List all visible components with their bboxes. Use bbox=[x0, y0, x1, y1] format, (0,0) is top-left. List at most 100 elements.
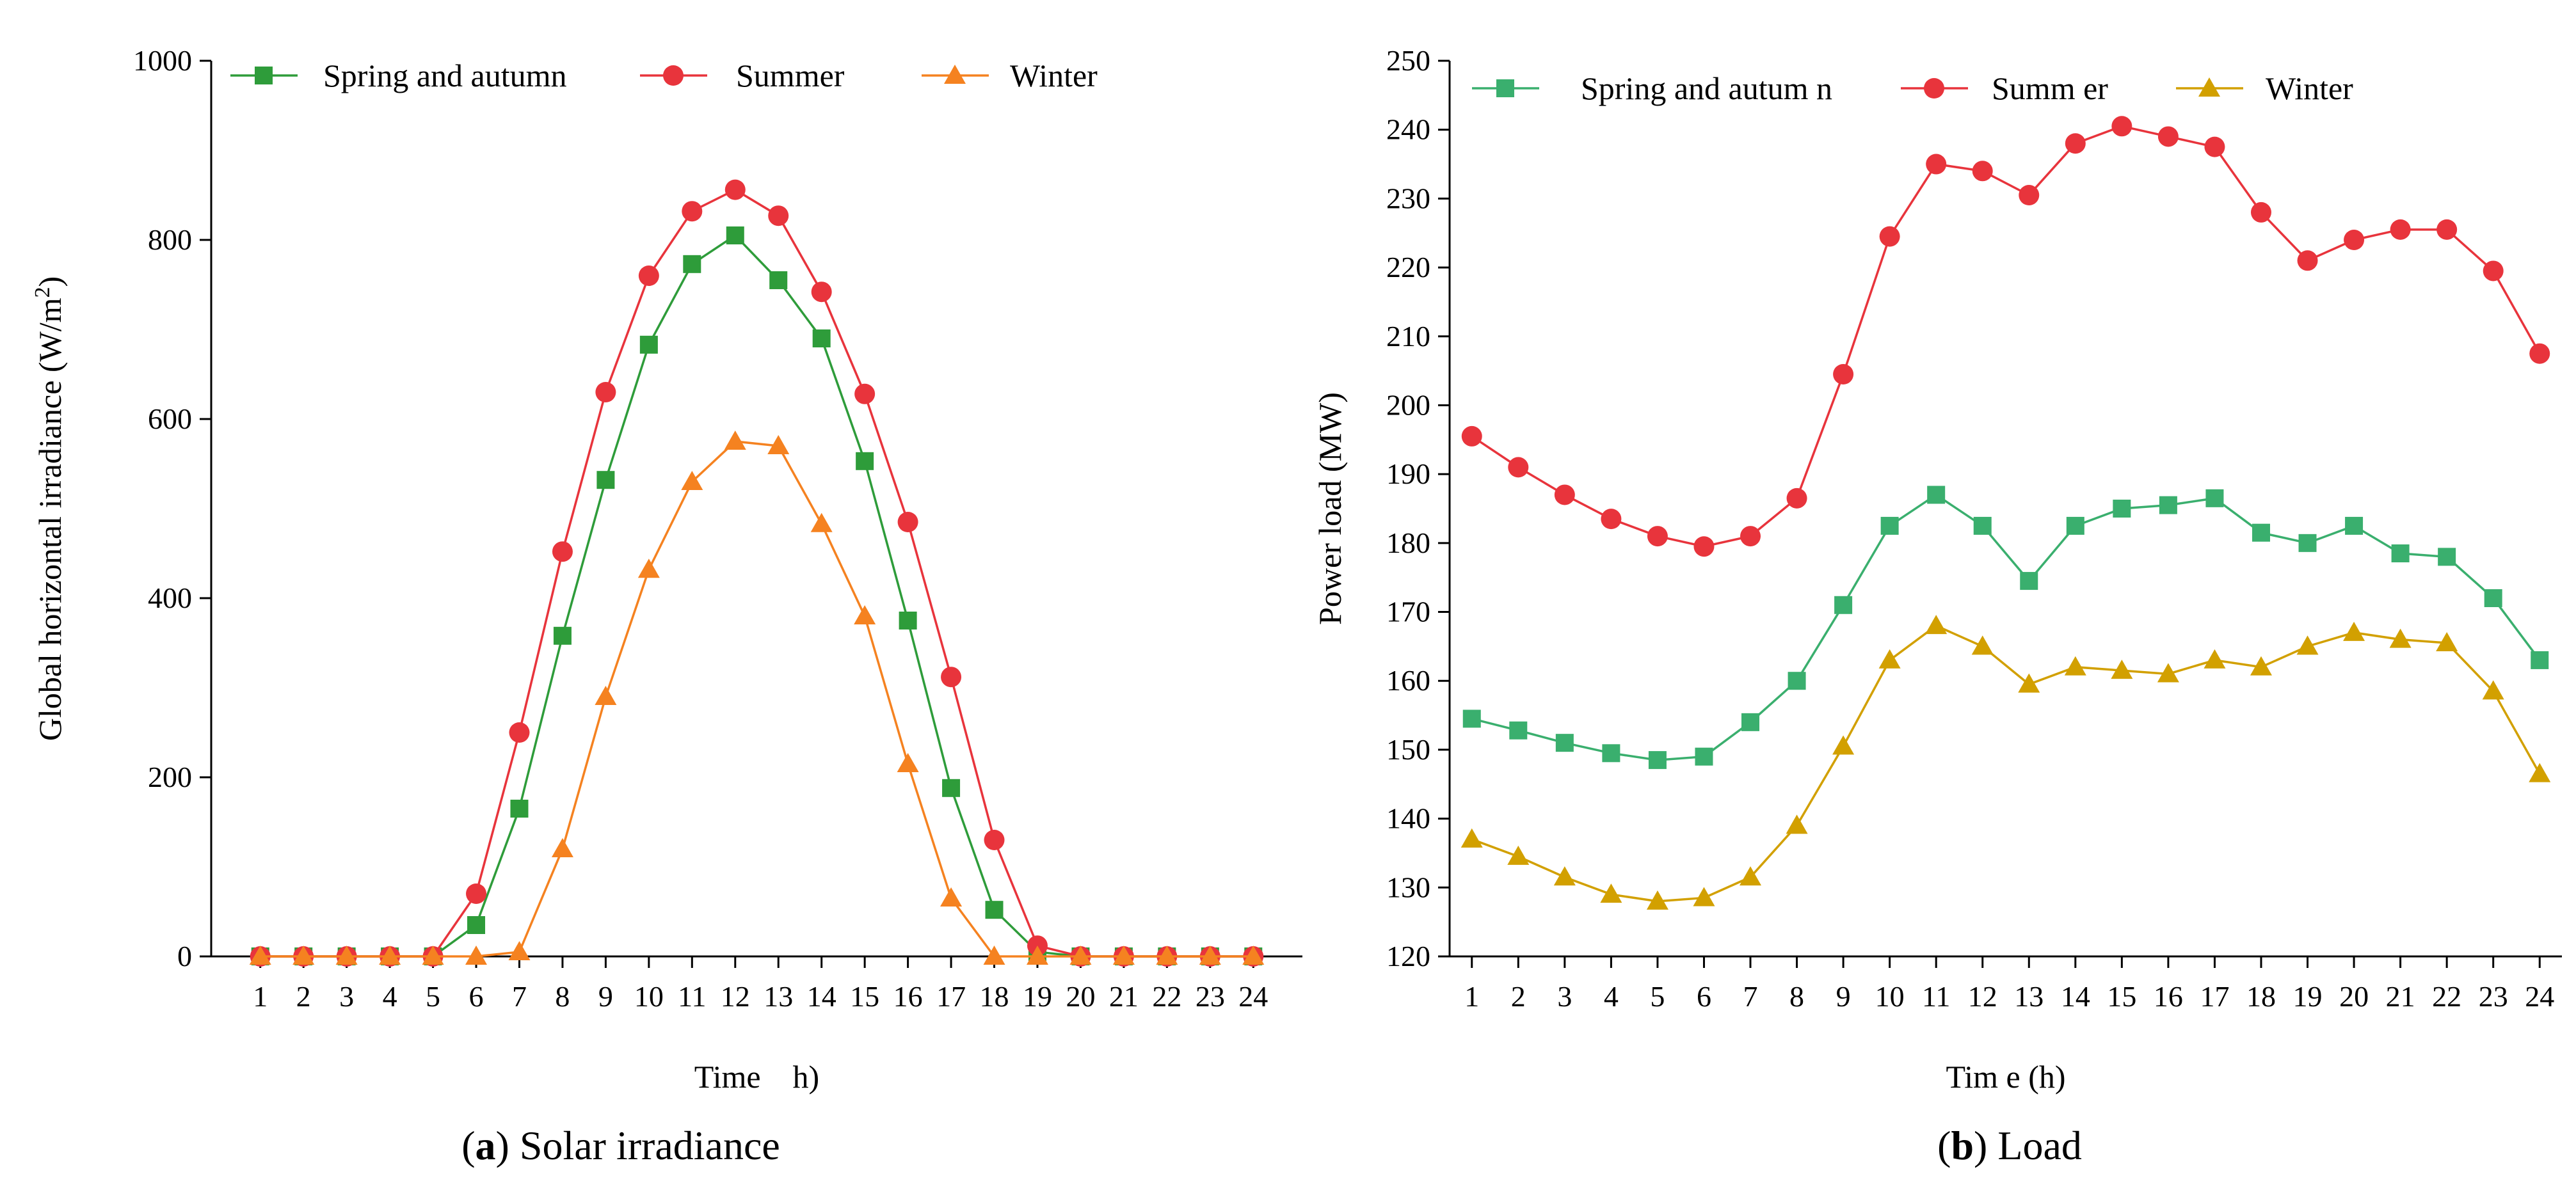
data-point bbox=[1554, 484, 1575, 505]
y-tick-label: 1000 bbox=[133, 44, 192, 77]
data-point bbox=[1740, 866, 1762, 886]
legend-entry: Winter bbox=[922, 58, 1098, 93]
data-point bbox=[1600, 883, 1622, 903]
data-point bbox=[467, 916, 486, 934]
data-point bbox=[1879, 226, 1900, 247]
y-tick-label: 250 bbox=[1386, 44, 1430, 77]
data-point bbox=[1832, 735, 1855, 755]
x-tick-label: 13 bbox=[2014, 980, 2044, 1013]
data-point bbox=[2390, 219, 2411, 240]
data-point bbox=[1646, 890, 1668, 910]
data-point bbox=[1460, 828, 1483, 848]
data-point bbox=[2113, 500, 2131, 518]
data-point bbox=[292, 946, 315, 965]
data-point bbox=[897, 753, 919, 772]
data-point bbox=[2436, 632, 2458, 651]
x-tick-label: 16 bbox=[2154, 980, 2183, 1013]
legend-label: Winter bbox=[1010, 58, 1098, 93]
data-point bbox=[726, 226, 744, 244]
data-point bbox=[2064, 656, 2086, 676]
y-tick-label: 140 bbox=[1386, 802, 1430, 835]
series-line bbox=[1471, 125, 2541, 548]
legend-label: Spring and autumn bbox=[323, 58, 567, 93]
legend-marker bbox=[1924, 78, 1944, 99]
x-tick-label: 16 bbox=[893, 980, 923, 1013]
x-tick-label: 19 bbox=[1023, 980, 1052, 1013]
data-point bbox=[510, 800, 529, 818]
data-point bbox=[812, 329, 831, 347]
data-point bbox=[596, 471, 615, 489]
caption-b-letter: b bbox=[1951, 1123, 1974, 1168]
data-point bbox=[769, 271, 788, 289]
data-point bbox=[2529, 343, 2550, 364]
data-point bbox=[897, 512, 918, 532]
data-point bbox=[2483, 260, 2504, 281]
y-tick-label: 190 bbox=[1386, 457, 1430, 490]
data-point bbox=[1786, 487, 1807, 509]
data-point bbox=[2159, 496, 2177, 514]
data-point bbox=[1069, 946, 1092, 965]
series-3 bbox=[249, 431, 1265, 965]
legend-entry: Spring and autum n bbox=[1472, 70, 1832, 106]
data-point bbox=[637, 558, 660, 578]
x-tick-label: 18 bbox=[980, 980, 1009, 1013]
x-tick-label: 1 bbox=[1464, 980, 1479, 1013]
caption-a-text: ) Solar irradiance bbox=[496, 1123, 780, 1168]
x-tick-label: 14 bbox=[2061, 980, 2090, 1013]
data-point bbox=[465, 946, 488, 965]
data-point bbox=[508, 941, 531, 960]
data-point bbox=[1602, 744, 1620, 763]
y-tick-label: 170 bbox=[1386, 596, 1430, 628]
x-tick-label: 15 bbox=[850, 980, 879, 1013]
data-point bbox=[639, 335, 658, 354]
x-tick-label: 7 bbox=[1743, 980, 1758, 1013]
x-tick-label: 21 bbox=[2386, 980, 2415, 1013]
data-point bbox=[2111, 660, 2133, 679]
legend-entry: Summ er bbox=[1901, 70, 2108, 106]
caption-a-letter: a bbox=[476, 1123, 496, 1168]
x-tick-label: 10 bbox=[634, 980, 664, 1013]
data-point bbox=[854, 605, 876, 624]
data-point bbox=[638, 265, 659, 286]
data-point bbox=[379, 946, 401, 965]
x-tick-label: 5 bbox=[1650, 980, 1665, 1013]
data-point bbox=[2250, 202, 2271, 223]
caption-b: (b) Load bbox=[1937, 1123, 2082, 1168]
data-point bbox=[1199, 946, 1221, 965]
data-point bbox=[2344, 230, 2365, 250]
x-tick-label: 21 bbox=[1109, 980, 1139, 1013]
legend-label: Summ er bbox=[1992, 70, 2108, 106]
x-tick-label: 23 bbox=[2479, 980, 2508, 1013]
legend-entry: Spring and autumn bbox=[230, 58, 567, 93]
y-tick-label: 130 bbox=[1386, 871, 1430, 903]
legend-label: Winter bbox=[2266, 70, 2353, 106]
data-point bbox=[2020, 572, 2038, 590]
series-1 bbox=[251, 226, 1263, 965]
data-point bbox=[681, 471, 703, 490]
x-tick-label: 9 bbox=[1836, 980, 1851, 1013]
x-tick-label: 11 bbox=[678, 980, 706, 1013]
x-tick-label: 3 bbox=[339, 980, 354, 1013]
data-point bbox=[940, 887, 963, 907]
y-axis-title: Power load (MW) bbox=[1312, 392, 1348, 625]
data-point bbox=[768, 205, 789, 226]
data-point bbox=[1509, 721, 1528, 740]
y-tick-label: 400 bbox=[148, 582, 192, 614]
data-point bbox=[1741, 713, 1760, 731]
x-tick-label: 10 bbox=[1875, 980, 1905, 1013]
data-point bbox=[942, 779, 961, 797]
data-point bbox=[1601, 509, 1622, 530]
data-point bbox=[2019, 185, 2040, 205]
data-point bbox=[1786, 814, 1808, 834]
x-axis-title: Time h) bbox=[694, 1059, 819, 1095]
data-point bbox=[2252, 523, 2270, 542]
x-tick-label: 24 bbox=[2525, 980, 2554, 1013]
y-tick-label: 0 bbox=[177, 940, 192, 972]
series-line bbox=[260, 188, 1254, 958]
data-point bbox=[941, 667, 962, 688]
legend-marker bbox=[255, 67, 273, 84]
series-line bbox=[260, 234, 1254, 958]
data-point bbox=[1647, 526, 1668, 547]
